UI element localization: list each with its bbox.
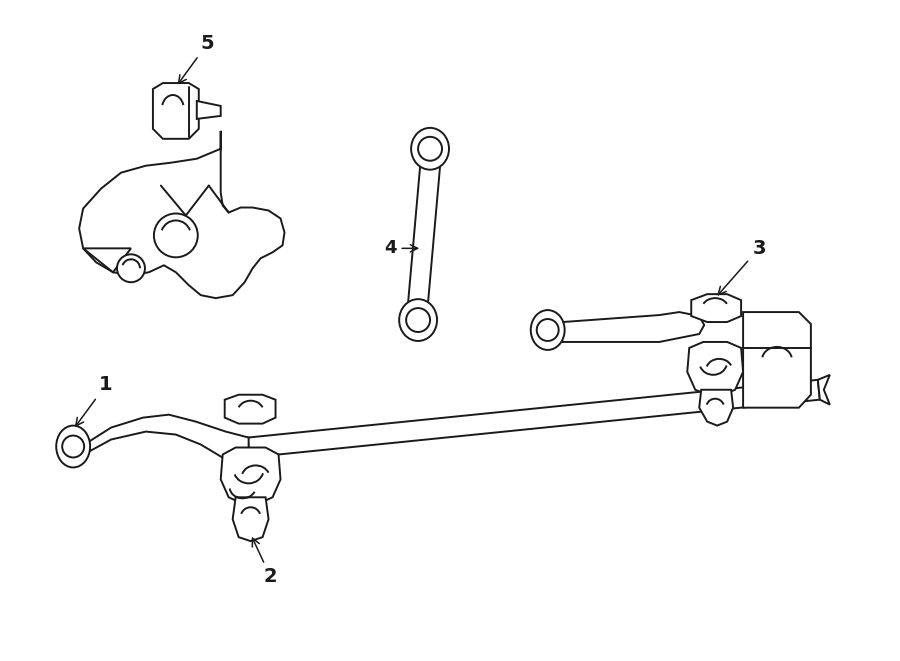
Ellipse shape bbox=[411, 128, 449, 170]
Polygon shape bbox=[818, 375, 830, 405]
Polygon shape bbox=[408, 167, 440, 302]
Circle shape bbox=[418, 137, 442, 161]
Text: 3: 3 bbox=[718, 239, 766, 295]
Polygon shape bbox=[225, 395, 275, 424]
Polygon shape bbox=[699, 390, 734, 426]
Text: 2: 2 bbox=[252, 538, 277, 586]
Polygon shape bbox=[89, 414, 248, 459]
Polygon shape bbox=[153, 83, 199, 139]
Ellipse shape bbox=[56, 426, 90, 467]
Polygon shape bbox=[233, 497, 268, 541]
Text: 5: 5 bbox=[178, 34, 214, 83]
Polygon shape bbox=[79, 131, 284, 298]
Ellipse shape bbox=[400, 299, 437, 341]
Circle shape bbox=[536, 319, 559, 341]
Polygon shape bbox=[688, 342, 743, 398]
Text: 4: 4 bbox=[384, 239, 418, 257]
Polygon shape bbox=[691, 294, 741, 322]
Circle shape bbox=[117, 254, 145, 282]
Polygon shape bbox=[560, 312, 704, 342]
Polygon shape bbox=[83, 249, 131, 272]
Circle shape bbox=[62, 436, 84, 457]
Polygon shape bbox=[220, 447, 281, 507]
Circle shape bbox=[154, 214, 198, 257]
Circle shape bbox=[406, 308, 430, 332]
Ellipse shape bbox=[531, 310, 564, 350]
Polygon shape bbox=[197, 101, 220, 119]
Text: 1: 1 bbox=[76, 375, 112, 426]
Polygon shape bbox=[743, 312, 811, 408]
Polygon shape bbox=[248, 380, 820, 457]
